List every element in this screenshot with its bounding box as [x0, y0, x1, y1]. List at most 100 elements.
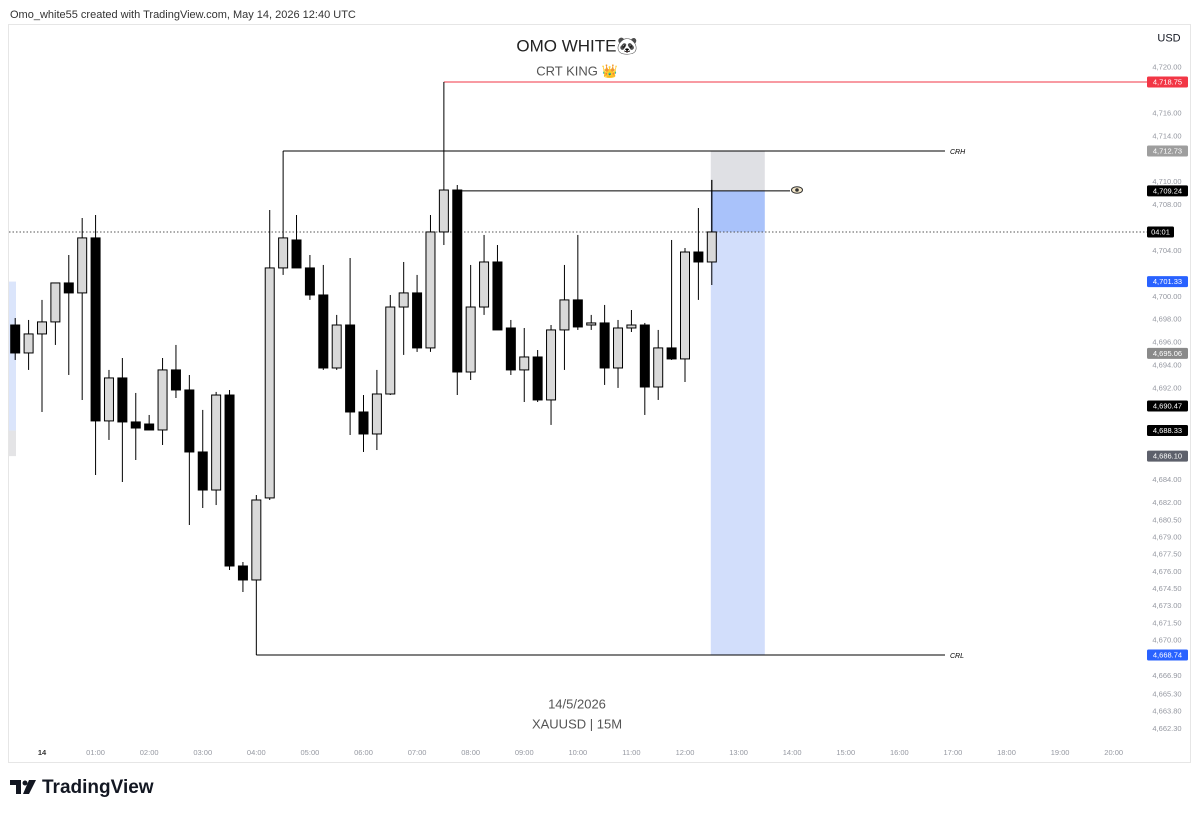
price-label: 4,686.10 [1153, 452, 1182, 461]
candle-body [465, 306, 476, 373]
x-tick-label: 10:00 [568, 748, 587, 757]
candle-body [706, 231, 717, 263]
price-label-box [1147, 347, 1188, 359]
x-tick-label: 17:00 [944, 748, 963, 757]
candle-body [438, 189, 449, 233]
candle-body [412, 292, 423, 349]
candle-body [10, 324, 21, 354]
y-tick-label: 4,674.50 [1152, 584, 1181, 593]
profit-zone [710, 231, 765, 656]
x-tick-label: 06:00 [354, 748, 373, 757]
chart-title: OMO WHITE🐼 [516, 35, 638, 55]
candle-body [264, 267, 275, 499]
candle-body [291, 239, 302, 269]
candle-body [197, 451, 208, 491]
old-position-loss [9, 430, 16, 457]
candle-body [23, 333, 34, 354]
candle-body [251, 499, 262, 581]
candle-body [519, 356, 530, 371]
candle-body [599, 322, 610, 369]
y-tick-label: 4,698.00 [1152, 315, 1181, 324]
y-tick-label: 4,704.00 [1152, 246, 1181, 255]
brand-name: TradingView [42, 777, 154, 798]
price-label-box [1147, 185, 1188, 197]
candle-body [77, 237, 88, 294]
candle-body [693, 251, 704, 263]
price-label-box [1147, 276, 1188, 288]
price-label: 4,701.33 [1153, 277, 1182, 286]
candle-body [613, 327, 624, 369]
x-tick-label: 05:00 [301, 748, 320, 757]
candle-body [385, 306, 396, 395]
candle-body [278, 237, 289, 269]
candle-body [559, 299, 570, 331]
candle-body [492, 261, 503, 331]
currency-button[interactable] [1150, 28, 1188, 48]
y-tick-label: 4,670.00 [1152, 636, 1181, 645]
candle-body [157, 369, 168, 431]
candle-body [452, 189, 463, 373]
countdown: 04:01 [1151, 227, 1170, 236]
x-tick-label: 08:00 [461, 748, 480, 757]
candle-body [170, 369, 181, 391]
y-tick-label: 4,673.00 [1152, 601, 1181, 610]
level-name: CRL [950, 653, 964, 660]
candle-body [130, 421, 141, 429]
candle-body [63, 282, 74, 294]
price-label-box [1147, 76, 1188, 88]
plot: 4,720.00 4,716.00 4,714.00 4,710.00 4,708.00… [9, 63, 1188, 757]
x-tick-label: 19:00 [1051, 748, 1070, 757]
candle-body [117, 377, 128, 423]
x-tick-label: 11:00 [622, 748, 640, 757]
y-tick-label: 4,716.00 [1152, 108, 1181, 117]
y-tick-label: 4,696.00 [1152, 338, 1181, 347]
y-tick-label: 4,677.50 [1152, 550, 1181, 559]
candle-body [479, 261, 490, 308]
candle-body [184, 389, 195, 453]
candle-body [626, 324, 637, 329]
candle-body [103, 377, 114, 422]
y-tick-label: 4,665.30 [1152, 689, 1181, 698]
x-tick-label: 03:00 [193, 748, 212, 757]
old-position-profit [9, 281, 16, 431]
y-tick-label: 4,714.00 [1152, 131, 1181, 140]
countdown-box [1147, 226, 1174, 238]
candle-body [398, 292, 409, 308]
price-label: 4,688.33 [1153, 426, 1182, 435]
price-label-box [1147, 649, 1188, 661]
y-tick-label: 4,684.00 [1152, 475, 1181, 484]
candle-body [572, 299, 583, 328]
level-name: CRH [950, 149, 966, 156]
y-tick-label: 4,680.50 [1152, 515, 1181, 524]
brand-logo [10, 780, 36, 794]
eye-icon [791, 186, 803, 194]
price-label: 4,709.24 [1153, 186, 1182, 195]
y-tick-label: 4,676.00 [1152, 567, 1181, 576]
x-tick-label: 16:00 [890, 748, 909, 757]
price-label-box [1147, 400, 1188, 412]
y-tick-label: 4,682.00 [1152, 498, 1181, 507]
x-tick-label: 12:00 [676, 748, 695, 757]
price-label: 4,668.74 [1153, 651, 1182, 660]
candle-body [546, 329, 557, 401]
x-tick-label: 07:00 [408, 748, 427, 757]
price-label-box [1147, 425, 1188, 437]
y-tick-label: 4,700.00 [1152, 292, 1181, 301]
y-tick-label: 4,663.80 [1152, 707, 1181, 716]
y-tick-label: 4,666.90 [1152, 671, 1181, 680]
y-tick-label: 4,710.00 [1152, 177, 1181, 186]
price-label-box [1147, 450, 1188, 462]
candle-body [425, 231, 436, 349]
price-label: 4,712.73 [1153, 146, 1182, 155]
price-label: 4,690.47 [1153, 402, 1182, 411]
candle-body [211, 394, 222, 491]
candle-body [653, 347, 664, 388]
candle-body [358, 411, 369, 435]
currency[interactable]: USD [1157, 32, 1180, 44]
x-tick-label: 14 [38, 748, 47, 757]
x-tick-label: 15:00 [836, 748, 855, 757]
candle-body [586, 322, 597, 326]
candle-body [345, 324, 356, 413]
stop-zone [710, 150, 765, 191]
candle-body [371, 393, 382, 435]
